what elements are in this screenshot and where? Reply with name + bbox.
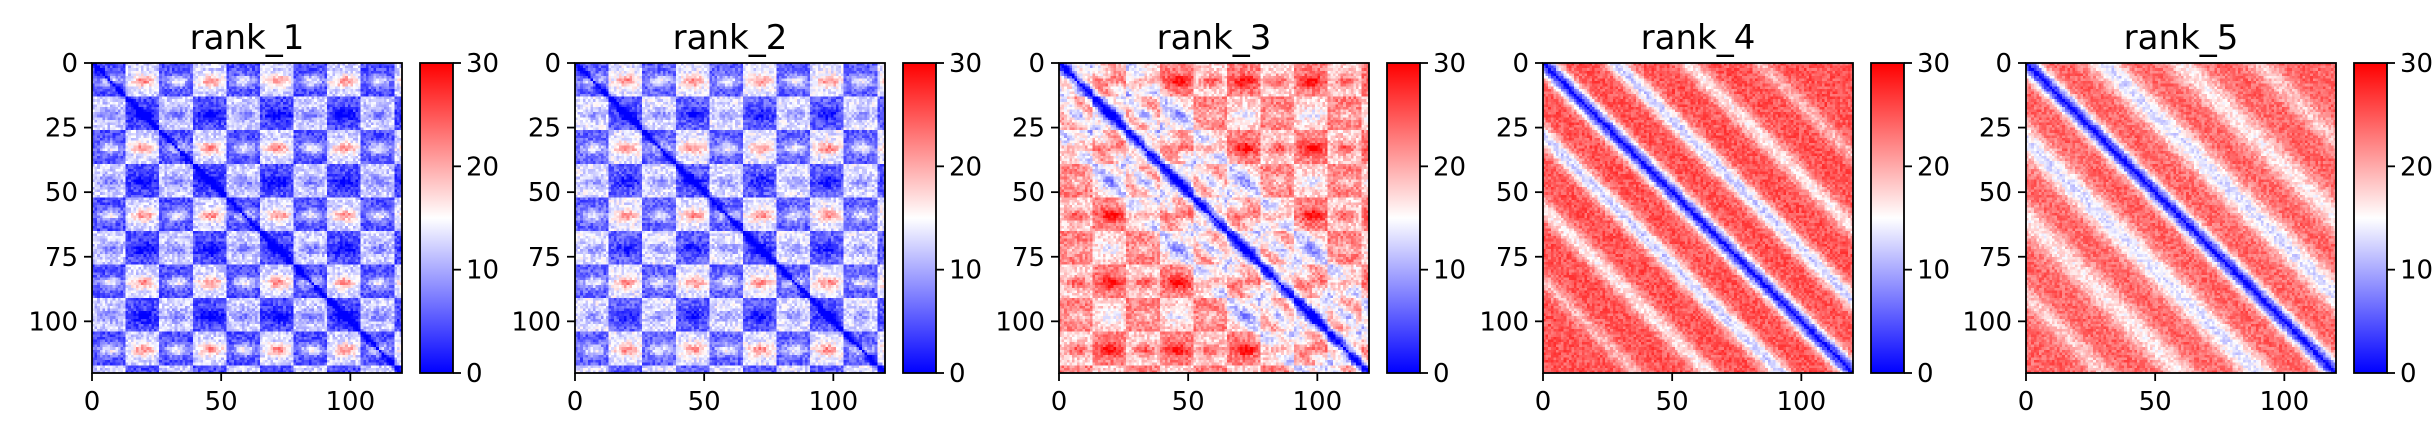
x-tick-label: 0: [1535, 387, 1552, 417]
y-tick-label: 75: [1979, 243, 2012, 273]
x-tick-label: 50: [688, 387, 721, 417]
y-tick-label: 0: [1512, 49, 1529, 79]
colorbar-tick-label: 10: [2400, 256, 2433, 286]
panel-title: rank_3: [1157, 18, 1272, 58]
colorbar: [420, 63, 453, 373]
colorbar-frame: [419, 62, 454, 374]
axes-frame: [1058, 62, 1370, 374]
colorbar-tick-label: 30: [2400, 49, 2433, 79]
heatmap-rank_3: [1059, 63, 1369, 373]
y-tick-label: 25: [45, 114, 78, 144]
panel-rank_2: rank_2 0 50 100 0 25 50 75 100 0 10 20 30: [511, 18, 982, 417]
y-tick-label: 25: [1496, 114, 1529, 144]
x-tick-label: 50: [2139, 387, 2172, 417]
colorbar: [1871, 63, 1904, 373]
colorbar-tick-label: 20: [466, 152, 499, 182]
y-tick-label: 0: [1995, 49, 2012, 79]
colorbar-tick-label: 30: [1917, 49, 1950, 79]
colorbar-tick-label: 0: [1917, 359, 1934, 389]
colorbar: [2354, 63, 2387, 373]
heatmap-rank_2: [575, 63, 885, 373]
colorbar-tick-label: 10: [1917, 256, 1950, 286]
y-tick-label: 100: [995, 307, 1045, 337]
colorbar: [1387, 63, 1420, 373]
axes-frame: [2025, 62, 2337, 374]
x-tick-label: 0: [2018, 387, 2035, 417]
y-tick-label: 50: [1496, 178, 1529, 208]
x-tick-label: 0: [567, 387, 584, 417]
y-tick-label: 0: [544, 49, 561, 79]
axes-frame: [91, 62, 403, 374]
x-tick-label: 50: [1172, 387, 1205, 417]
heatmap-rank_5: [2026, 63, 2336, 373]
colorbar-tick-label: 20: [2400, 152, 2433, 182]
y-tick-label: 25: [528, 114, 561, 144]
x-tick-label: 100: [1777, 387, 1827, 417]
y-tick-label: 50: [1979, 178, 2012, 208]
panel-rank_5: rank_5 0 50 100 0 25 50 75 100 0 10 20 30: [1962, 18, 2433, 417]
heatmap-rank_1: [92, 63, 402, 373]
colorbar-tick-label: 30: [1433, 49, 1466, 79]
colorbar-frame: [1870, 62, 1905, 374]
y-tick-label: 25: [1979, 114, 2012, 144]
colorbar-tick-label: 0: [2400, 359, 2417, 389]
x-tick-label: 100: [1293, 387, 1343, 417]
y-tick-label: 100: [1479, 307, 1529, 337]
colorbar-tick-label: 20: [949, 152, 982, 182]
y-tick-label: 50: [1012, 178, 1045, 208]
colorbar-tick-label: 20: [1433, 152, 1466, 182]
y-tick-label: 75: [1012, 243, 1045, 273]
y-tick-label: 100: [28, 307, 78, 337]
panel-title: rank_5: [2124, 18, 2239, 58]
y-tick-label: 0: [1028, 49, 1045, 79]
panel-title: rank_2: [673, 18, 788, 58]
panel-rank_4: rank_4 0 50 100 0 25 50 75 100 0 10 20 30: [1479, 18, 1950, 417]
colorbar-tick-label: 10: [466, 256, 499, 286]
x-tick-label: 50: [1656, 387, 1689, 417]
x-tick-label: 100: [326, 387, 376, 417]
colorbar-frame: [2353, 62, 2388, 374]
panel-rank_1: rank_1 0 50 100 0 25 50 75 100 0 10 20 30: [28, 18, 499, 417]
y-tick-label: 50: [45, 178, 78, 208]
colorbar-tick-label: 0: [1433, 359, 1450, 389]
colorbar-tick-label: 10: [949, 256, 982, 286]
heatmap-rank_4: [1543, 63, 1853, 373]
axes-frame: [1542, 62, 1854, 374]
colorbar: [903, 63, 936, 373]
x-tick-label: 0: [1051, 387, 1068, 417]
y-tick-label: 25: [1012, 114, 1045, 144]
x-tick-label: 50: [205, 387, 238, 417]
colorbar-tick-label: 0: [466, 359, 483, 389]
colorbar-tick-label: 30: [949, 49, 982, 79]
colorbar-frame: [902, 62, 937, 374]
colorbar-tick-label: 30: [466, 49, 499, 79]
axes-frame: [574, 62, 886, 374]
y-tick-label: 100: [511, 307, 561, 337]
x-tick-label: 100: [809, 387, 859, 417]
y-tick-label: 50: [528, 178, 561, 208]
panel-title: rank_1: [190, 18, 305, 58]
colorbar-tick-label: 20: [1917, 152, 1950, 182]
colorbar-tick-label: 10: [1433, 256, 1466, 286]
colorbar-tick-label: 0: [949, 359, 966, 389]
panel-title: rank_4: [1641, 18, 1756, 58]
colorbar-frame: [1386, 62, 1421, 374]
y-tick-label: 100: [1962, 307, 2012, 337]
y-tick-label: 75: [1496, 243, 1529, 273]
y-tick-label: 75: [528, 243, 561, 273]
panel-rank_3: rank_3 0 50 100 0 25 50 75 100 0 10 20 30: [995, 18, 1466, 417]
x-tick-label: 0: [84, 387, 101, 417]
y-tick-label: 75: [45, 243, 78, 273]
x-tick-label: 100: [2260, 387, 2310, 417]
y-tick-label: 0: [61, 49, 78, 79]
